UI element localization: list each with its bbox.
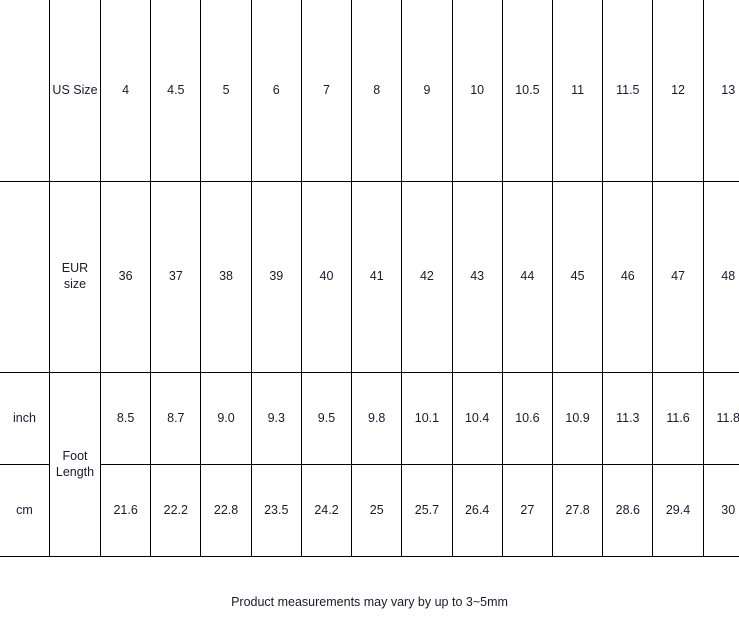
cell-eur-size-0: 36 xyxy=(99,181,152,373)
table-row-foot-length-inch: inch Foot Length 8.5 8.7 9.0 9.3 9.5 9.8… xyxy=(0,372,739,557)
cell-foot-length-cm-5: 25 xyxy=(351,464,403,557)
unit-cell-blank-top xyxy=(0,0,50,182)
cell-foot-length-cm-6: 25.7 xyxy=(401,464,453,557)
cell-foot-length-cm-8: 27 xyxy=(501,464,553,557)
cell-us-size-6: 9 xyxy=(401,0,453,182)
cell-foot-length-cm-4: 24.2 xyxy=(300,464,353,557)
cell-foot-length-inch-6: 10.1 xyxy=(401,372,453,465)
table-row-us-size: US Size 4 4.5 5 6 7 8 9 10 10.5 11 11.5 … xyxy=(0,0,739,182)
cell-us-size-0: 4 xyxy=(99,0,152,182)
cell-foot-length-inch-0: 8.5 xyxy=(99,372,152,465)
cell-foot-length-inch-1: 8.7 xyxy=(150,372,202,465)
cell-foot-length-inch-11: 11.6 xyxy=(652,372,704,465)
cell-eur-size-5: 41 xyxy=(351,181,403,373)
row-label-foot-length: Foot Length xyxy=(49,372,101,557)
cell-foot-length-inch-9: 10.9 xyxy=(551,372,604,465)
cell-eur-size-8: 44 xyxy=(501,181,553,373)
cell-foot-length-cm-12: 30 xyxy=(702,464,739,557)
cell-us-size-12: 13 xyxy=(702,0,739,182)
cell-foot-length-cm-3: 23.5 xyxy=(250,464,302,557)
cell-eur-size-10: 46 xyxy=(602,181,654,373)
unit-cell-blank-eur xyxy=(0,181,50,373)
table-row-eur-size: EUR size 36 37 38 39 40 41 42 43 44 45 4… xyxy=(0,181,739,373)
cell-us-size-8: 10.5 xyxy=(501,0,553,182)
cell-us-size-10: 11.5 xyxy=(602,0,654,182)
cell-eur-size-7: 43 xyxy=(451,181,503,373)
cell-foot-length-inch-12: 11.8 xyxy=(702,372,739,465)
cell-foot-length-cm-9: 27.8 xyxy=(551,464,604,557)
cell-foot-length-cm-0: 21.6 xyxy=(99,464,152,557)
table-row-foot-length-cm: cm 21.6 22.2 22.8 23.5 24.2 25 25.7 26.4… xyxy=(0,464,739,557)
unit-label-inch: inch xyxy=(0,372,50,465)
size-chart-table: US Size 4 4.5 5 6 7 8 9 10 10.5 11 11.5 … xyxy=(0,0,739,557)
cell-us-size-4: 7 xyxy=(300,0,353,182)
cell-foot-length-inch-8: 10.6 xyxy=(501,372,553,465)
cell-us-size-1: 4.5 xyxy=(150,0,202,182)
cell-foot-length-inch-4: 9.5 xyxy=(300,372,353,465)
cell-us-size-11: 12 xyxy=(652,0,704,182)
cell-us-size-2: 5 xyxy=(200,0,252,182)
cell-foot-length-inch-10: 11.3 xyxy=(602,372,654,465)
row-label-eur-size: EUR size xyxy=(49,181,101,373)
cell-foot-length-cm-10: 28.6 xyxy=(602,464,654,557)
row-label-us-size: US Size xyxy=(49,0,101,182)
cell-eur-size-1: 37 xyxy=(150,181,202,373)
cell-eur-size-9: 45 xyxy=(551,181,604,373)
cell-eur-size-2: 38 xyxy=(200,181,252,373)
cell-foot-length-cm-11: 29.4 xyxy=(652,464,704,557)
cell-eur-size-12: 48 xyxy=(702,181,739,373)
cell-us-size-5: 8 xyxy=(351,0,403,182)
cell-foot-length-inch-7: 10.4 xyxy=(451,372,503,465)
cell-foot-length-inch-2: 9.0 xyxy=(200,372,252,465)
measurement-disclaimer: Product measurements may vary by up to 3… xyxy=(231,595,508,609)
cell-us-size-3: 6 xyxy=(250,0,302,182)
cell-eur-size-3: 39 xyxy=(250,181,302,373)
cell-us-size-7: 10 xyxy=(451,0,503,182)
cell-us-size-9: 11 xyxy=(551,0,604,182)
cell-eur-size-6: 42 xyxy=(401,181,453,373)
cell-foot-length-cm-1: 22.2 xyxy=(150,464,202,557)
cell-foot-length-inch-3: 9.3 xyxy=(250,372,302,465)
cell-foot-length-cm-2: 22.8 xyxy=(200,464,252,557)
cell-eur-size-4: 40 xyxy=(300,181,353,373)
cell-eur-size-11: 47 xyxy=(652,181,704,373)
unit-label-cm: cm xyxy=(0,464,50,557)
cell-foot-length-cm-7: 26.4 xyxy=(451,464,503,557)
cell-foot-length-inch-5: 9.8 xyxy=(351,372,403,465)
